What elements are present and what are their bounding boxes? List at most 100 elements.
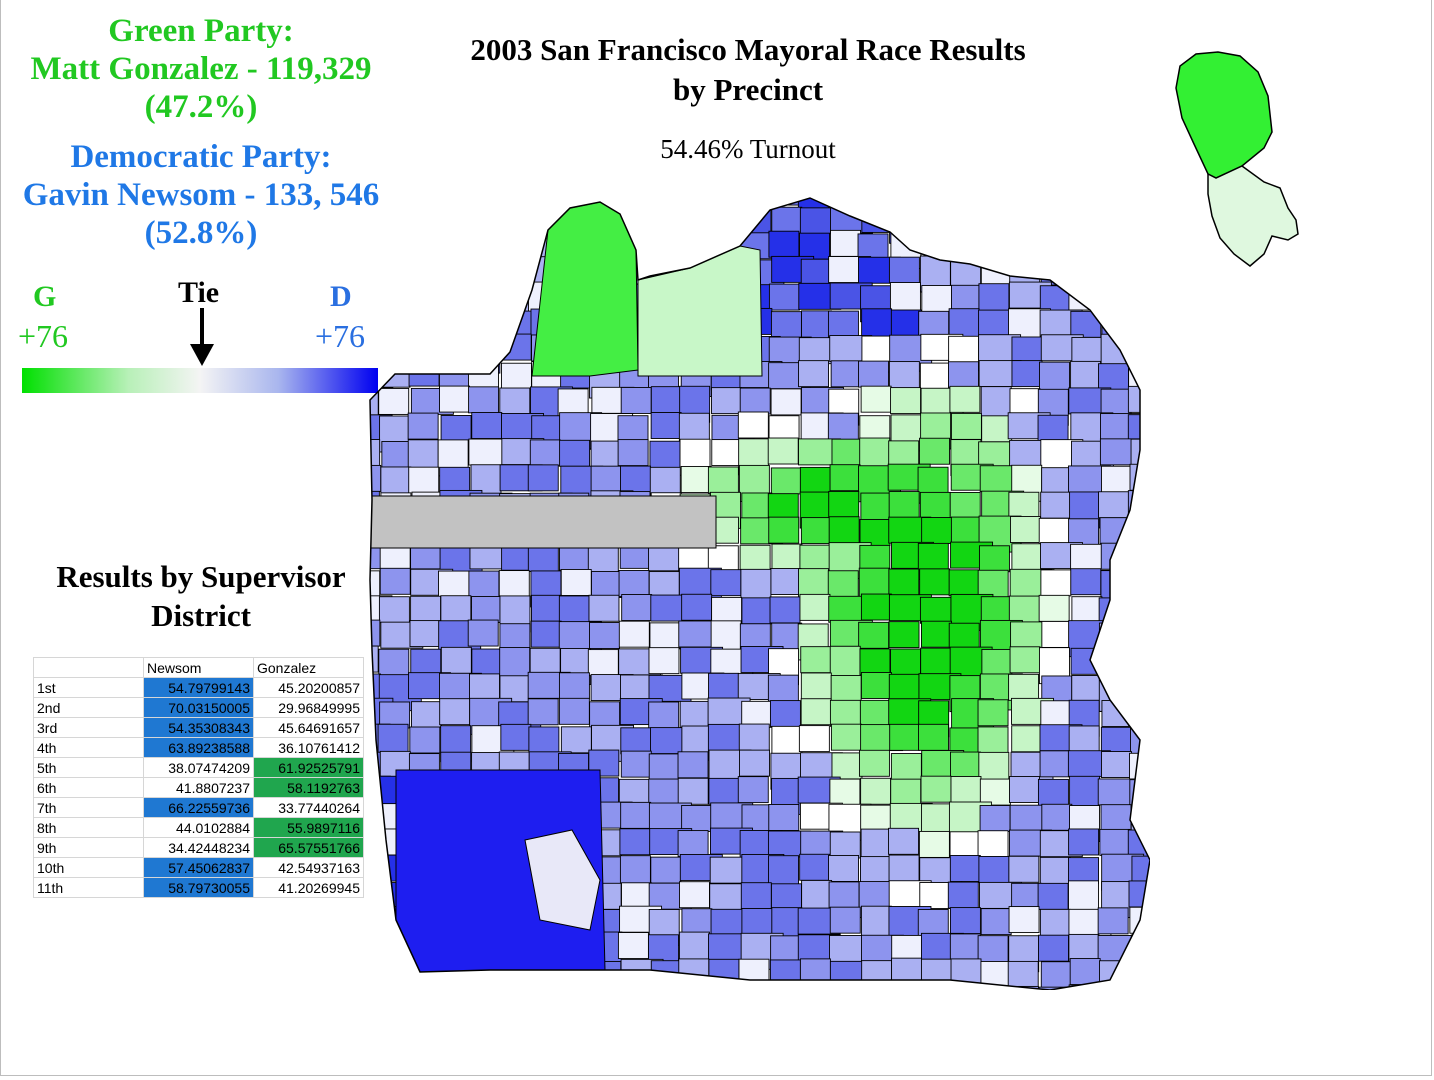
precinct-cell xyxy=(798,984,830,990)
precinct-cell xyxy=(771,543,803,571)
precinct-cell xyxy=(618,570,650,597)
precinct-cell xyxy=(1069,958,1101,986)
precinct-cell xyxy=(739,749,770,777)
precinct-cell xyxy=(891,934,923,962)
precinct-cell xyxy=(1131,959,1150,990)
district-cell: 3rd xyxy=(33,717,144,738)
precinct-cell xyxy=(1040,491,1072,519)
precinct-cell xyxy=(830,360,862,388)
precinct-cell xyxy=(527,545,559,572)
precinct-cell xyxy=(1131,545,1150,573)
precinct-cell xyxy=(587,649,619,677)
precinct-cell xyxy=(1008,673,1040,701)
precinct-cell xyxy=(678,958,710,986)
map-title: 2003 San Francisco Mayoral Race Results … xyxy=(420,30,1076,110)
precinct-cell xyxy=(889,723,921,751)
precinct-cell xyxy=(530,620,562,648)
precinct-cell xyxy=(919,362,951,390)
precinct-cell xyxy=(799,593,831,621)
precinct-cell xyxy=(771,206,803,234)
precinct-cell xyxy=(1041,803,1073,831)
precinct-cell xyxy=(560,726,592,754)
precinct-cell xyxy=(408,359,440,387)
precinct-cell xyxy=(1128,698,1150,726)
precinct-cell xyxy=(1100,388,1132,416)
precinct-cell xyxy=(1098,622,1130,650)
precinct-cell xyxy=(529,647,561,675)
newsom-percent-cell: 57.45062837 xyxy=(143,857,254,878)
precinct-cell xyxy=(370,284,394,322)
precinct-cell xyxy=(711,387,742,415)
precinct-cell xyxy=(1129,334,1150,372)
precinct-cell xyxy=(370,619,381,647)
precinct-cell xyxy=(440,595,472,623)
stonestown-precinct xyxy=(524,829,601,931)
precinct-cell xyxy=(800,672,832,700)
precinct-cell xyxy=(620,387,652,414)
district-cell: 2nd xyxy=(33,697,144,718)
precinct-cell xyxy=(1038,517,1070,545)
precinct-cell xyxy=(498,198,530,219)
precinct-cell xyxy=(1038,198,1070,206)
precinct-cell xyxy=(407,412,439,440)
precinct-cell xyxy=(589,701,621,729)
precinct-cell xyxy=(617,439,649,467)
precinct-cell xyxy=(619,828,651,856)
precinct-cell xyxy=(469,282,501,320)
precinct-cell xyxy=(468,570,500,598)
precinct-cell xyxy=(650,412,682,439)
precinct-cell xyxy=(1068,198,1112,216)
precinct-cell xyxy=(798,725,830,753)
district-cell: 11th xyxy=(33,877,144,898)
precinct-cell xyxy=(649,466,681,494)
precinct-cell xyxy=(1041,620,1073,648)
precinct-cell xyxy=(588,594,620,622)
gonzalez-percent-cell: 58.1192763 xyxy=(253,777,364,798)
precinct-cell xyxy=(1008,855,1040,883)
precinct-cell xyxy=(768,984,811,990)
precinct-cell xyxy=(860,198,892,208)
district-cell: 7th xyxy=(33,797,144,818)
precinct-cell xyxy=(1041,232,1072,260)
gonzalez-percent-cell: 45.64691657 xyxy=(253,717,364,738)
precinct-cell xyxy=(827,310,859,338)
precinct-cell xyxy=(859,648,891,676)
precinct-cell xyxy=(498,205,530,243)
precinct-cell xyxy=(441,283,485,311)
precinct-cell xyxy=(858,360,889,388)
precinct-cell xyxy=(621,882,652,910)
district-results-title: Results by Supervisor District xyxy=(20,557,382,635)
precinct-cell xyxy=(438,198,470,205)
newsom-percent-cell: 66.22559736 xyxy=(143,797,254,818)
precinct-cell xyxy=(620,985,651,990)
precinct-cell xyxy=(1127,385,1150,413)
precinct-cell xyxy=(860,804,892,832)
precinct-cell xyxy=(860,385,892,413)
table-row: 4th 63.89238588 36.10761412 xyxy=(33,737,364,758)
precinct-cell xyxy=(977,699,1009,727)
precinct-cell xyxy=(708,672,739,700)
precinct-cell xyxy=(977,726,1009,754)
precinct-cell xyxy=(799,958,831,990)
precinct-cell xyxy=(739,986,771,990)
newsom-percent-cell: 41.8807237 xyxy=(143,777,254,798)
precinct-cell xyxy=(1129,230,1150,258)
precinct-cell xyxy=(831,752,863,780)
precinct-cell xyxy=(1070,568,1102,596)
precinct-cell xyxy=(1098,648,1142,686)
precinct-cell xyxy=(920,775,952,803)
precinct-cell xyxy=(949,385,981,413)
precinct-cell xyxy=(739,198,771,205)
precinct-cell xyxy=(1011,360,1043,388)
precinct-cell xyxy=(411,205,443,243)
precinct-cell xyxy=(1129,463,1150,491)
precinct-cell xyxy=(1130,569,1150,597)
precinct-cell xyxy=(1068,725,1100,753)
precinct-cell xyxy=(859,544,891,572)
newsom-percent-cell: 54.35308343 xyxy=(143,717,254,738)
precinct-cell xyxy=(650,985,682,990)
precinct-cell xyxy=(890,778,922,806)
precinct-cell xyxy=(378,596,410,624)
precinct-cell xyxy=(1098,491,1129,519)
precinct-cell xyxy=(471,198,515,206)
